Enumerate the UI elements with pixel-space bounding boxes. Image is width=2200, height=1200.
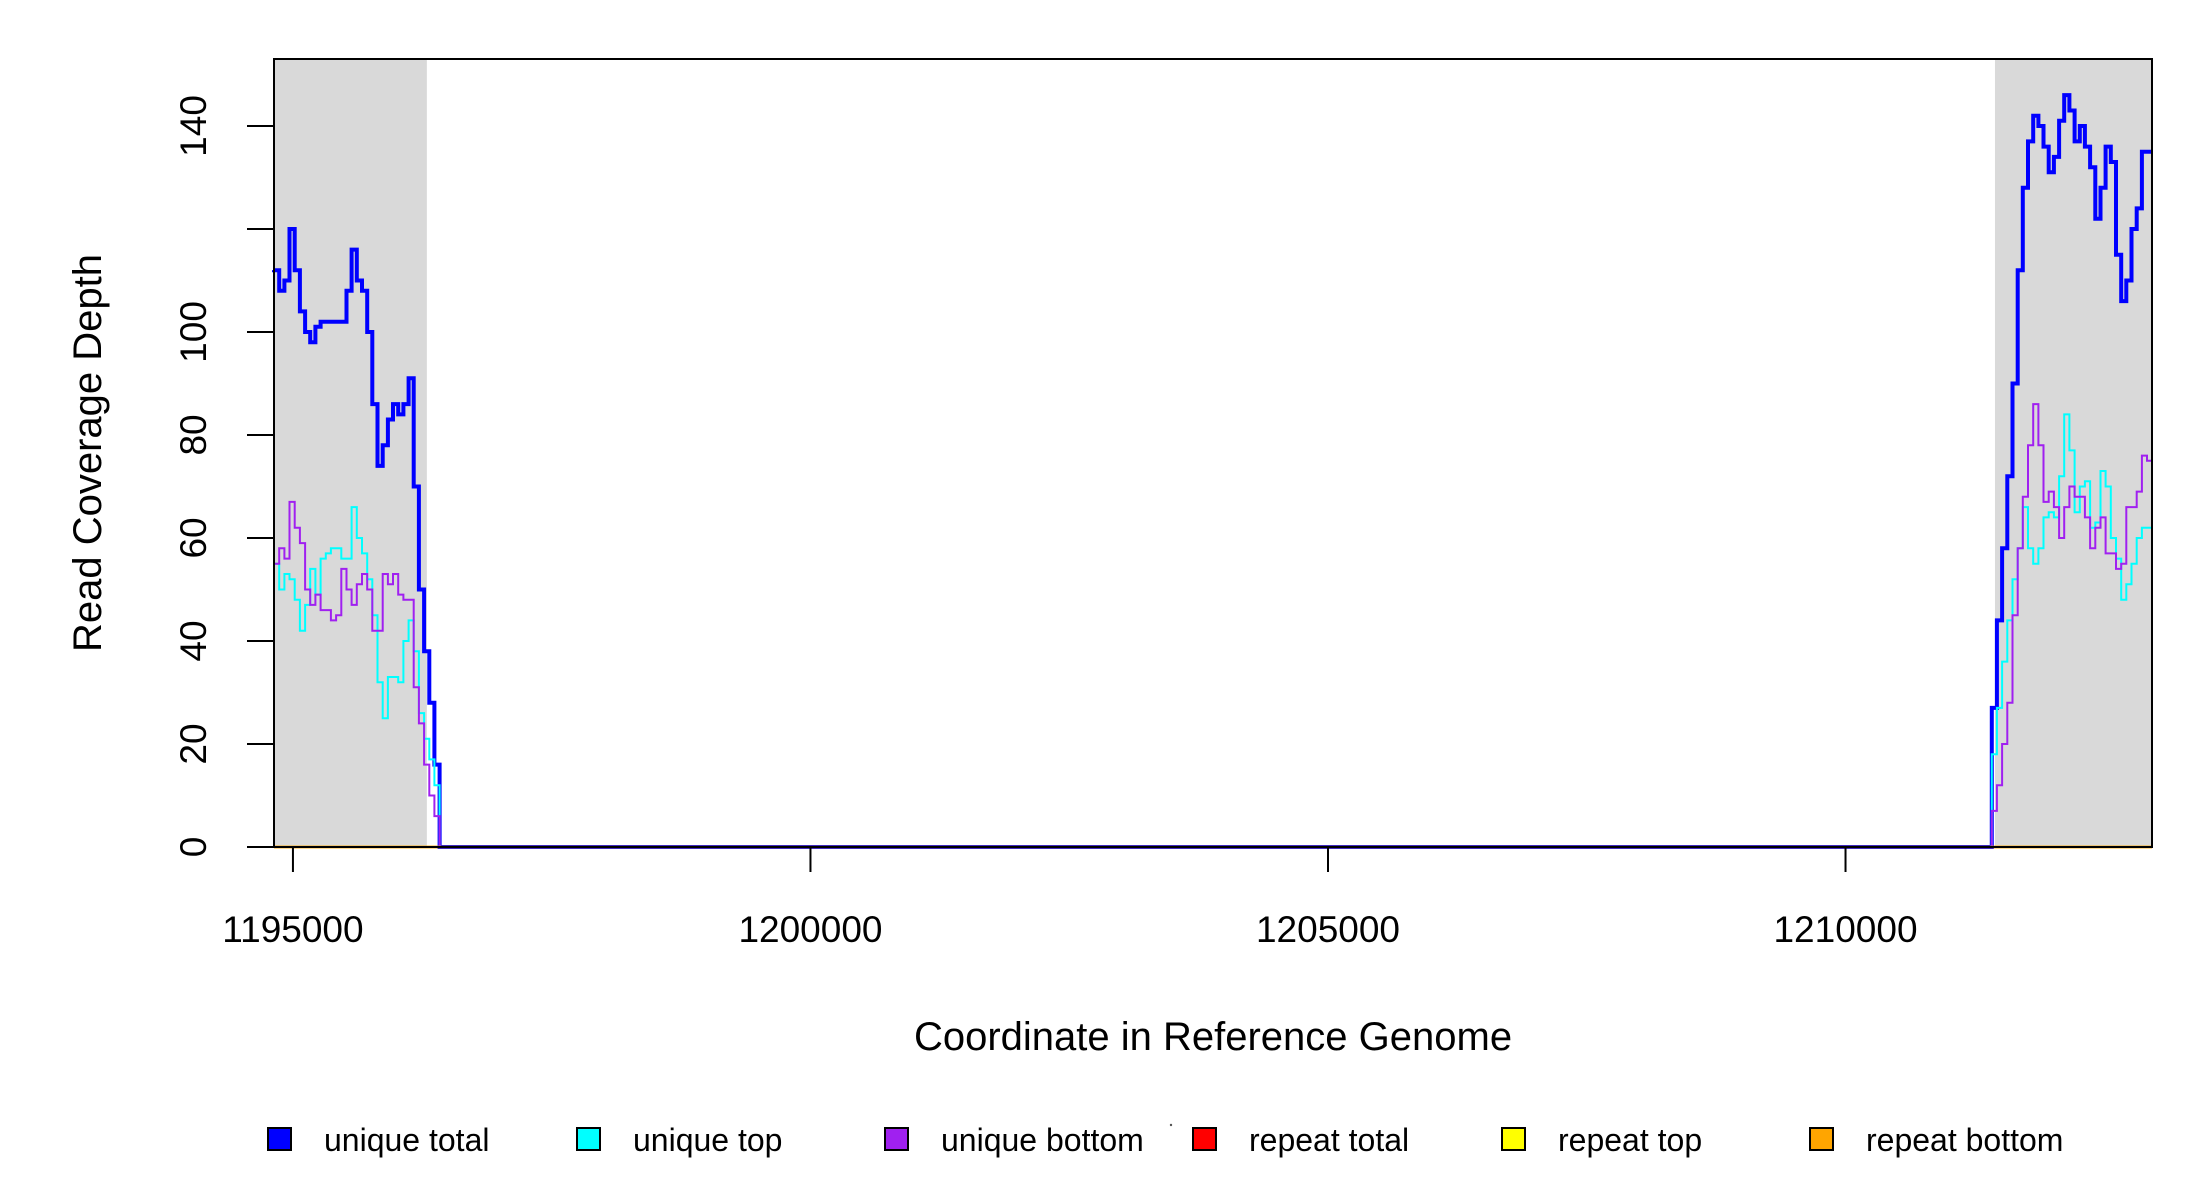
legend-swatch [1809,1127,1834,1151]
x-tick-label: 1195000 [222,909,363,950]
plot-frame [273,58,2153,848]
legend: unique total unique top unique bottom repea… [267,1122,2063,1158]
x-tick-label: 1205000 [1256,909,1400,950]
legend-item: unique total [267,1122,489,1158]
legend-item: repeat total [1192,1122,1409,1158]
legend-label: unique top [633,1122,782,1158]
y-tick-label: 80 [173,414,214,455]
series-line-unique-total [272,93,2152,849]
shaded-region [274,59,427,847]
legend-item: repeat top [1501,1122,1702,1158]
legend-item: unique bottom [884,1122,1144,1158]
y-axis: 0 20 40 60 80 100 140 [173,95,274,857]
shaded-regions [274,59,2152,847]
y-tick-label: 100 [173,301,214,363]
x-axis: 1195000 1200000 1205000 1210000 [222,847,1918,950]
y-tick-label: 60 [173,517,214,558]
x-tick-label: 1210000 [1773,909,1917,950]
x-tick-label: 1200000 [738,909,882,950]
y-tick-label: 40 [173,620,214,661]
legend-item: repeat bottom [1809,1122,2063,1158]
y-tick-label: 0 [173,837,214,858]
series-line-unique-bottom [273,403,2152,848]
shaded-region [1994,59,2152,847]
legend-swatch [1501,1127,1526,1151]
series-lines [272,93,2152,849]
y-tick-label: 140 [173,95,214,157]
series-line-unique-top [273,413,2152,848]
legend-label: unique bottom [941,1122,1144,1158]
legend-swatch [576,1127,601,1151]
legend-label: repeat total [1249,1122,1409,1158]
y-axis-title: Read Coverage Depth [66,254,110,652]
legend-label: repeat top [1558,1122,1702,1158]
legend-stray-dot [1169,1123,1173,1127]
legend-swatch [884,1127,909,1151]
legend-item: unique top [576,1122,782,1158]
x-axis-title: Coordinate in Reference Genome [914,1015,1512,1059]
legend-swatch [267,1127,292,1151]
legend-label: unique total [324,1122,489,1158]
legend-label: repeat bottom [1866,1122,2063,1158]
y-tick-label: 20 [173,723,214,764]
legend-swatch [1192,1127,1217,1151]
